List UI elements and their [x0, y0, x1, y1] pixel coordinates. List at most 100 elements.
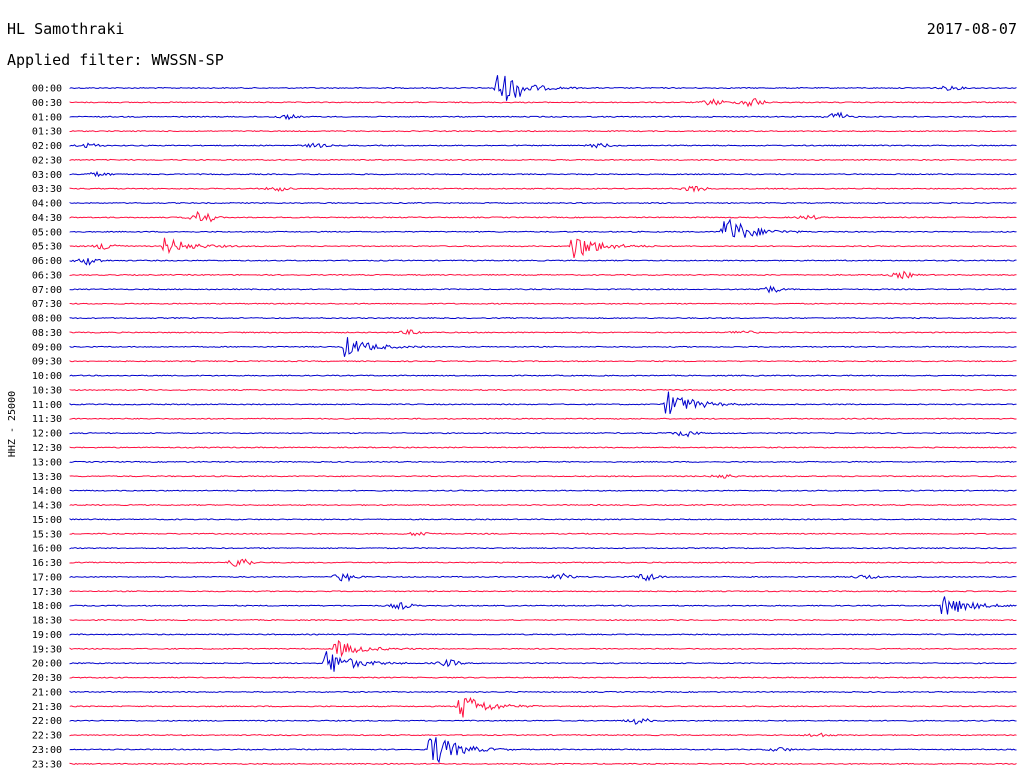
seismic-trace [69, 218, 1017, 238]
time-tick-label: 23:00 [32, 745, 62, 756]
seismic-trace [69, 417, 1017, 420]
seismic-trace [69, 270, 1017, 280]
time-tick-label: 07:00 [32, 285, 62, 296]
seismic-trace [69, 489, 1017, 492]
trace-group [69, 75, 1017, 765]
seismic-trace [69, 201, 1017, 205]
time-tick-label: 03:30 [32, 184, 62, 195]
seismic-trace [69, 360, 1017, 363]
time-tick-label: 10:30 [32, 385, 62, 396]
time-tick-label: 03:00 [32, 170, 62, 181]
seismic-trace [69, 633, 1017, 636]
seismic-trace [69, 503, 1017, 507]
seismic-trace [69, 142, 1017, 149]
seismic-trace [69, 696, 1017, 718]
time-tick-label: 22:00 [32, 716, 62, 727]
time-tick-label: 06:00 [32, 256, 62, 267]
time-tick-label: 09:00 [32, 342, 62, 353]
seismic-trace [69, 718, 1017, 725]
time-tick-label: 22:30 [32, 731, 62, 742]
time-tick-label: 00:00 [32, 84, 62, 95]
seismic-trace [69, 572, 1017, 583]
time-tick-label: 02:00 [32, 141, 62, 152]
time-tick-label: 04:30 [32, 213, 62, 224]
seismic-trace [69, 737, 1017, 764]
time-tick-label: 15:30 [32, 529, 62, 540]
time-tick-group: 00:00 00:30 01:00 01:30 02:00 02:30 03:00 03:30… [32, 84, 62, 771]
time-tick-label: 17:30 [32, 587, 62, 598]
seismic-trace [69, 531, 1017, 537]
seismic-trace [69, 558, 1017, 567]
date-label: 2017-08-07 [926, 20, 1017, 38]
seismic-trace [69, 337, 1017, 357]
time-tick-label: 12:30 [32, 443, 62, 454]
time-tick-label: 20:30 [32, 673, 62, 684]
seismic-trace [69, 619, 1017, 622]
time-tick-label: 13:30 [32, 472, 62, 483]
seismic-trace [69, 285, 1017, 294]
seismic-trace [69, 316, 1017, 320]
seismic-trace [69, 388, 1017, 392]
seismic-trace [69, 651, 1017, 672]
seismic-trace [69, 328, 1017, 336]
time-tick-label: 02:30 [32, 155, 62, 166]
time-tick-label: 01:30 [32, 127, 62, 138]
y-axis-label: HHZ - 25000 [7, 391, 18, 457]
time-tick-label: 20:00 [32, 659, 62, 670]
time-tick-label: 10:00 [32, 371, 62, 382]
seismic-trace [69, 518, 1017, 521]
seismic-trace [69, 237, 1017, 259]
time-tick-label: 19:30 [32, 644, 62, 655]
time-tick-label: 00:30 [32, 98, 62, 109]
seismic-trace [69, 732, 1017, 738]
seismic-trace [69, 639, 1017, 658]
time-tick-label: 19:00 [32, 630, 62, 641]
time-tick-label: 14:00 [32, 486, 62, 497]
time-tick-label: 04:00 [32, 199, 62, 210]
seismic-trace [69, 676, 1017, 679]
time-tick-label: 08:00 [32, 314, 62, 325]
time-tick-label: 05:30 [32, 242, 62, 253]
time-tick-label: 09:30 [32, 357, 62, 368]
seismic-trace [69, 170, 1017, 178]
seismic-trace [69, 690, 1017, 694]
time-tick-label: 11:30 [32, 414, 62, 425]
time-tick-label: 16:00 [32, 544, 62, 555]
seismic-trace [69, 185, 1017, 193]
seismic-trace [69, 158, 1017, 161]
seismic-trace [69, 762, 1017, 765]
time-tick-label: 14:30 [32, 501, 62, 512]
seismic-trace [69, 302, 1017, 305]
seismic-trace [69, 391, 1017, 415]
time-tick-label: 01:00 [32, 112, 62, 123]
time-tick-label: 21:00 [32, 687, 62, 698]
seismic-trace [69, 547, 1017, 550]
time-tick-label: 11:00 [32, 400, 62, 411]
station-title: HL Samothraki [7, 20, 125, 38]
seismic-trace [69, 430, 1017, 438]
seismic-trace [69, 111, 1017, 121]
time-tick-label: 13:00 [32, 457, 62, 468]
time-tick-label: 08:30 [32, 328, 62, 339]
time-tick-label: 05:00 [32, 227, 62, 238]
seismic-trace [69, 460, 1017, 463]
time-tick-label: 06:30 [32, 270, 62, 281]
time-tick-label: 16:30 [32, 558, 62, 569]
time-tick-label: 07:30 [32, 299, 62, 310]
time-tick-label: 17:00 [32, 572, 62, 583]
seismic-trace [69, 590, 1017, 593]
time-tick-label: 21:30 [32, 702, 62, 713]
seismic-trace [69, 98, 1017, 108]
seismic-trace [69, 374, 1017, 377]
time-tick-label: 23:30 [32, 759, 62, 770]
filter-label: Applied filter: WWSSN-SP [7, 51, 224, 69]
seismic-trace [69, 596, 1017, 615]
time-tick-label: 18:00 [32, 601, 62, 612]
time-tick-label: 12:00 [32, 429, 62, 440]
seismic-trace [69, 446, 1017, 449]
seismic-trace [69, 210, 1017, 223]
seismic-trace [69, 130, 1017, 133]
seismic-trace [69, 75, 1017, 101]
time-tick-label: 18:30 [32, 616, 62, 627]
